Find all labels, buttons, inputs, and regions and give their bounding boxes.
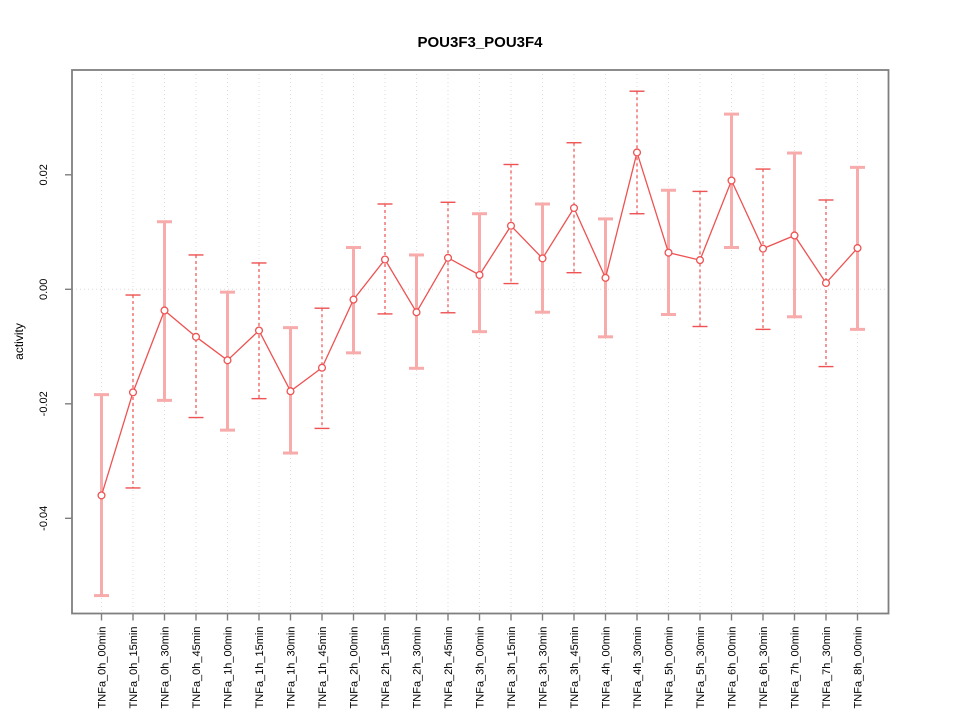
y-tick-label: -0.04 xyxy=(38,506,50,531)
data-point-marker xyxy=(853,244,862,253)
x-tick-label: TNFa_4h_30min xyxy=(632,627,644,709)
y-axis-label: activity xyxy=(12,323,26,360)
x-tick-label: TNFa_3h_15min xyxy=(506,627,518,709)
data-point-marker xyxy=(223,356,232,365)
y-tick-label: 0.02 xyxy=(38,164,50,185)
x-tick-label: TNFa_0h_00min xyxy=(97,627,109,709)
data-point-marker xyxy=(569,203,579,213)
x-tick-label: TNFa_3h_30min xyxy=(538,627,550,709)
data-point-marker xyxy=(97,491,106,500)
data-point-marker xyxy=(695,256,705,265)
data-point-marker xyxy=(286,387,295,396)
x-tick-label: TNFa_6h_30min xyxy=(758,627,770,709)
x-tick-label: TNFa_1h_00min xyxy=(223,627,235,709)
data-point-marker xyxy=(443,253,453,262)
x-tick-label: TNFa_4h_00min xyxy=(601,627,613,709)
plot-frame xyxy=(71,69,890,615)
data-point-marker xyxy=(380,255,390,264)
data-point-marker xyxy=(475,270,484,280)
x-tick-label: TNFa_8h_00min xyxy=(853,627,865,709)
x-tick-label: TNFa_6h_00min xyxy=(727,627,739,709)
x-tick-label: TNFa_1h_45min xyxy=(317,627,329,709)
data-point-marker xyxy=(601,273,610,282)
data-point-marker xyxy=(349,295,358,304)
x-tick-label: TNFa_7h_00min xyxy=(790,627,802,709)
x-tick-label: TNFa_7h_30min xyxy=(821,627,833,709)
data-point-marker xyxy=(506,221,516,230)
data-point-marker xyxy=(821,278,831,288)
y-tick-label: -0.02 xyxy=(38,391,50,416)
data-point-marker xyxy=(632,148,642,157)
data-point-marker xyxy=(191,332,201,341)
x-tick-label: TNFa_5h_30min xyxy=(695,627,707,709)
data-point-marker xyxy=(727,176,736,185)
data-point-marker xyxy=(254,326,264,335)
data-point-marker xyxy=(664,248,673,257)
x-tick-label: TNFa_2h_45min xyxy=(443,627,455,709)
y-tick-label: 0.00 xyxy=(38,279,50,300)
x-tick-label: TNFa_0h_45min xyxy=(191,627,203,709)
data-point-marker xyxy=(758,244,768,253)
data-point-marker xyxy=(538,254,547,263)
data-point-marker xyxy=(317,363,327,372)
data-point-marker xyxy=(412,308,421,317)
x-tick-label: TNFa_2h_15min xyxy=(380,627,392,709)
data-point-marker xyxy=(790,231,799,240)
x-tick-label: TNFa_0h_15min xyxy=(128,627,140,709)
chart-title: POU3F3_POU3F4 xyxy=(417,34,543,51)
x-tick-label: TNFa_0h_30min xyxy=(160,627,172,709)
x-tick-label: TNFa_1h_15min xyxy=(254,627,266,709)
data-point-marker xyxy=(128,388,138,397)
x-tick-label: TNFa_3h_45min xyxy=(569,627,581,709)
x-tick-label: TNFa_3h_00min xyxy=(475,627,487,709)
x-tick-label: TNFa_2h_00min xyxy=(349,627,361,709)
x-tick-label: TNFa_1h_30min xyxy=(286,627,298,709)
x-tick-label: TNFa_5h_00min xyxy=(664,627,676,709)
data-point-marker xyxy=(160,306,169,315)
x-tick-label: TNFa_2h_30min xyxy=(412,627,424,709)
